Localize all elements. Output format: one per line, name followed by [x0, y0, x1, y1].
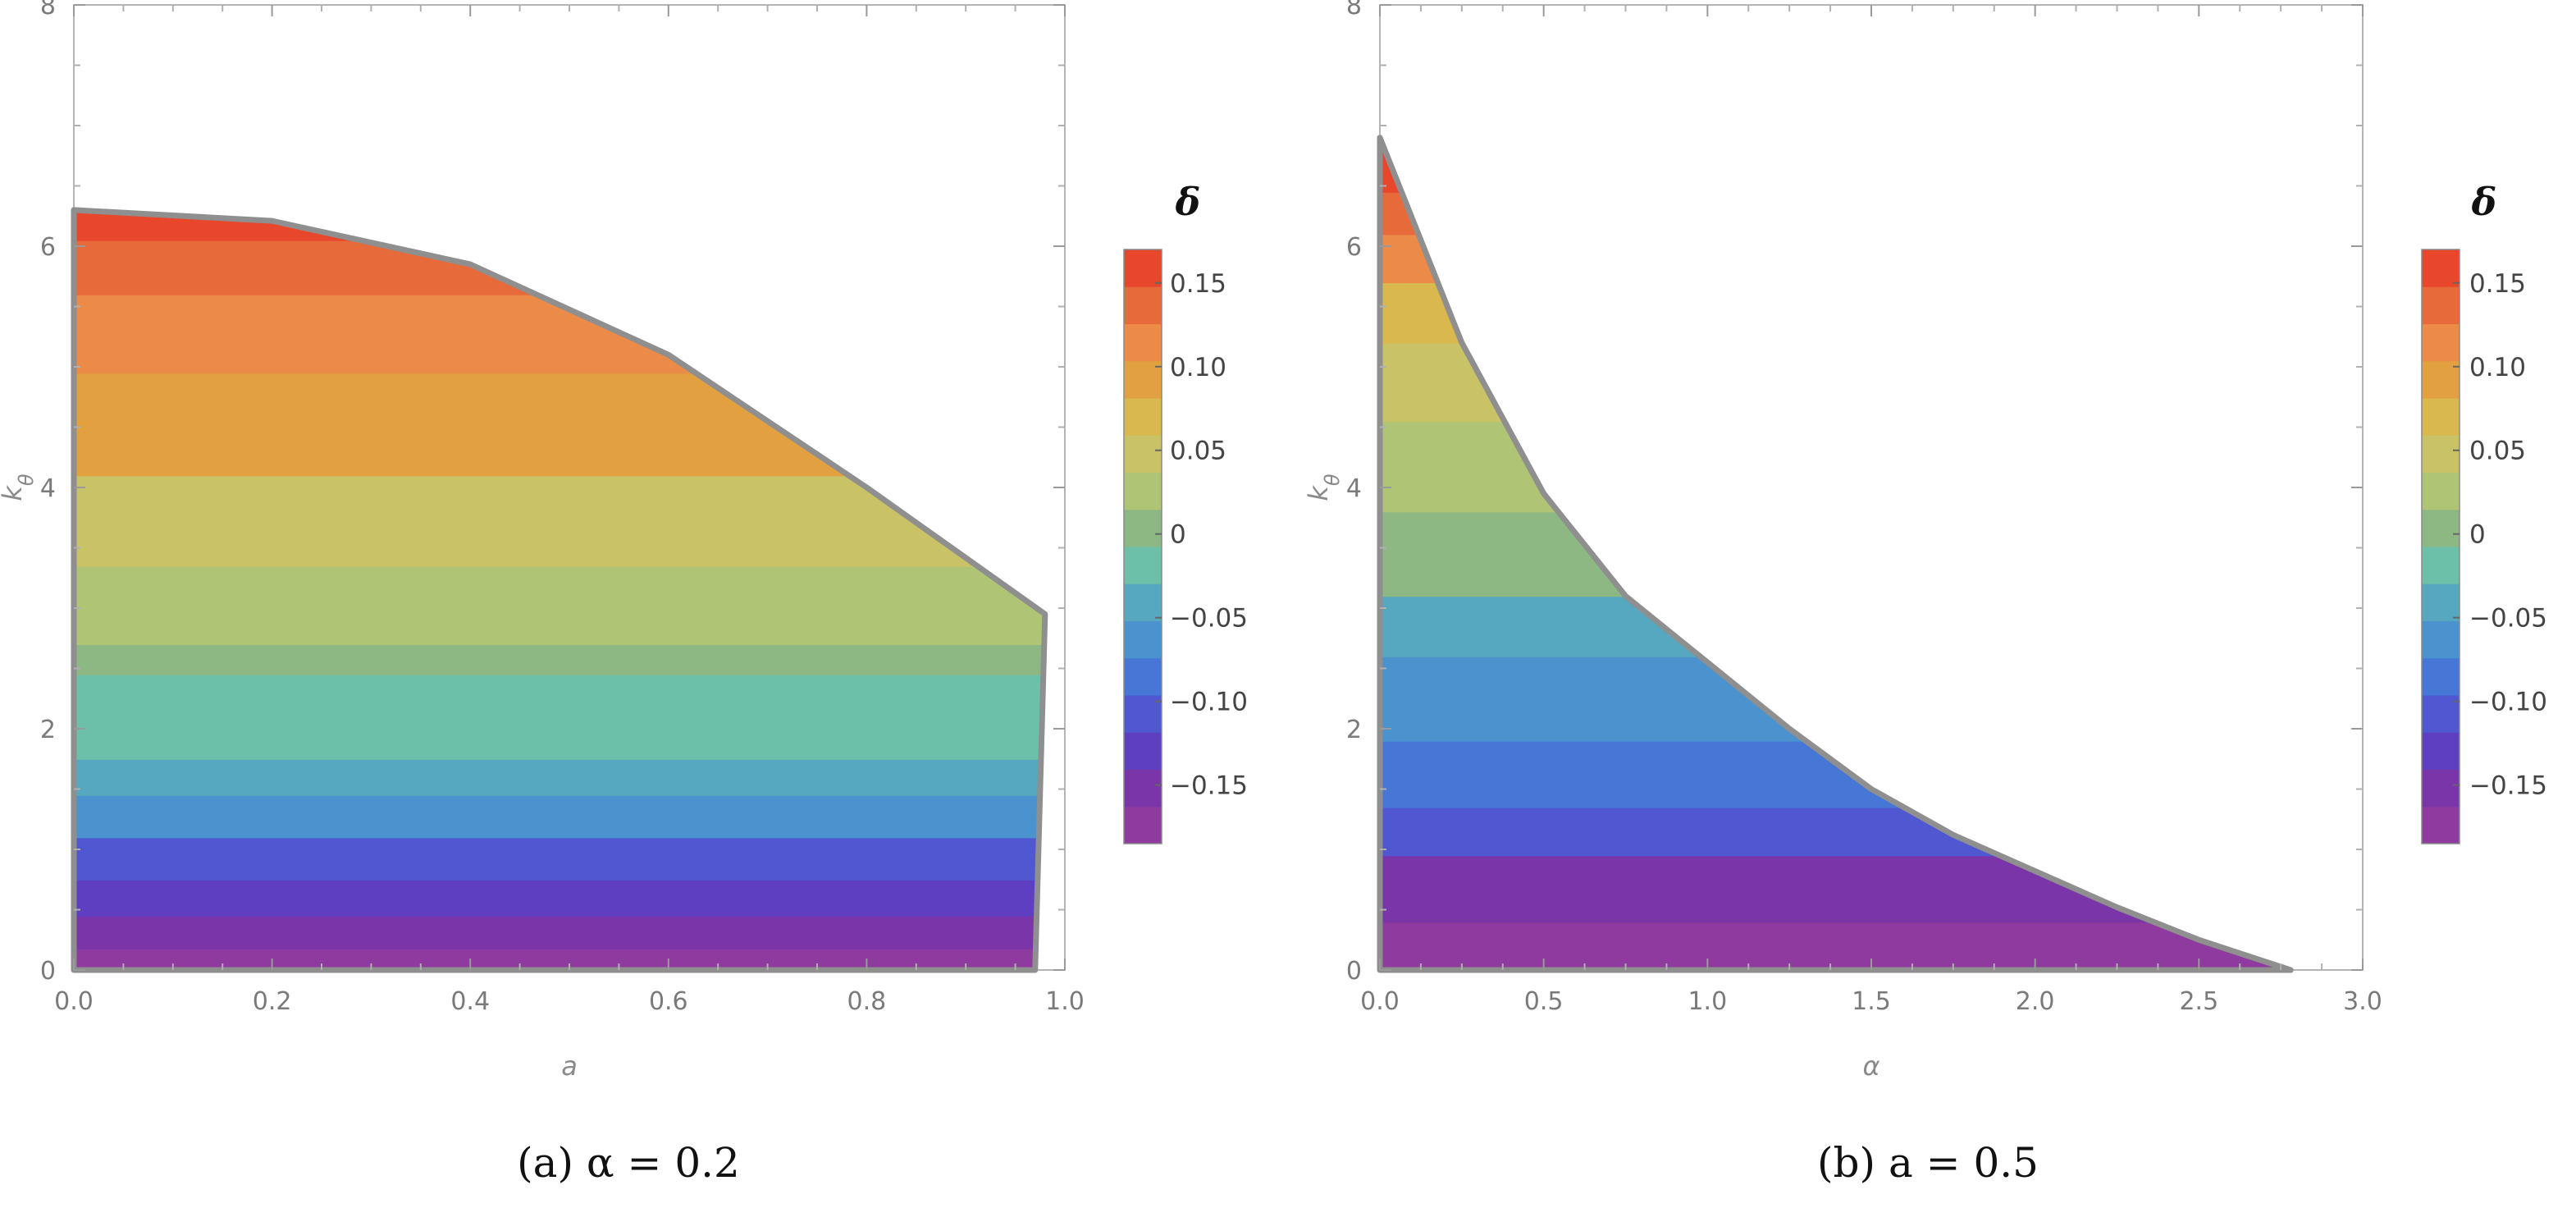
colorbar-segment [2422, 249, 2460, 287]
x-tick-label: 0.0 [54, 987, 94, 1016]
x-tick-label: 1.0 [1045, 987, 1085, 1016]
contour-band [74, 644, 1045, 675]
colorbar-tick-label: −0.10 [1170, 688, 1248, 717]
colorbar-segment [1124, 249, 1162, 287]
colorbar-segment [1124, 732, 1162, 770]
colorbar-frame [2421, 249, 2460, 844]
colorbar-tick-label: −0.15 [1170, 771, 1248, 801]
colorbar-tick-label: 0.15 [2469, 269, 2526, 299]
caption-b: (b) a = 0.5 [1817, 1139, 2039, 1187]
colorbar-title: δ [2471, 180, 2497, 224]
contour-band [74, 674, 1045, 760]
colorbar-tick-label: 0.05 [1170, 437, 1226, 466]
colorbar-frame [1123, 249, 1162, 844]
x-tick-label: 0.6 [649, 987, 688, 1016]
colorbar-tick-label: 0 [1170, 520, 1186, 550]
x-tick-label: 2.0 [2016, 987, 2055, 1016]
colorbar-segment [1124, 769, 1162, 808]
colorbar-tick-label: −0.05 [2469, 604, 2547, 634]
y-tick-label: 2 [40, 716, 56, 744]
colorbar-segment [1124, 398, 1162, 436]
y-tick-label: 4 [40, 474, 56, 503]
x-tick-label: 1.5 [1852, 987, 1891, 1016]
y-axis-label: kθ [0, 474, 38, 501]
colorbar-segment [2422, 657, 2460, 696]
colorbar-segment [2422, 732, 2460, 770]
colorbar-segment [1124, 547, 1162, 584]
colorbar-segment [2422, 323, 2460, 362]
x-tick-label: 0.0 [1360, 987, 1400, 1016]
y-tick-label: 2 [1346, 716, 1362, 744]
colorbar-tick-label: 0.10 [2469, 353, 2526, 382]
colorbar-tick-label: −0.05 [1170, 604, 1248, 634]
colorbar-segment [1124, 620, 1162, 659]
y-tick-label: 0 [1346, 957, 1362, 986]
contour-band [74, 879, 1045, 917]
colorbar-segment [1124, 286, 1162, 324]
colorbar-segment [1124, 509, 1162, 547]
colorbar-tick-label: 0.15 [1170, 269, 1226, 299]
colorbar-segment [2422, 806, 2460, 844]
colorbar-segment [1124, 323, 1162, 362]
colorbar-segment [2422, 769, 2460, 808]
contour-band [74, 948, 1045, 970]
colorbar-tick-label: −0.10 [2469, 688, 2547, 717]
contour-band [74, 794, 1045, 839]
contour-band [74, 758, 1045, 796]
x-tick-label: 0.4 [450, 987, 490, 1016]
x-tick-label: 0.2 [253, 987, 292, 1016]
colorbar-segment [1124, 583, 1162, 621]
colorbar-segment [2422, 509, 2460, 547]
colorbar-tick-label: 0.05 [2469, 437, 2526, 466]
colorbar-segment [2422, 547, 2460, 584]
colorbar-segment [2422, 472, 2460, 510]
colorbar-tick-label: 0.10 [1170, 353, 1226, 382]
colorbar-segment [1124, 657, 1162, 696]
colorbar-segment [2422, 583, 2460, 621]
x-axis-label: a [561, 1050, 578, 1082]
colorbar-segment [1124, 435, 1162, 473]
colorbar-title: δ [1175, 180, 1201, 224]
colorbar-segment [2422, 286, 2460, 324]
colorbar-segment [2422, 398, 2460, 436]
y-tick-label: 6 [40, 233, 56, 262]
y-tick-label: 4 [1346, 474, 1362, 503]
contour-band [74, 565, 1045, 646]
x-tick-label: 0.8 [847, 987, 887, 1016]
region-boundary [1377, 135, 2294, 973]
y-axis-label: kθ [1303, 474, 1344, 501]
colorbar-segment [2422, 620, 2460, 659]
colorbar-tick-label: −0.15 [2469, 771, 2547, 801]
x-tick-label: 3.0 [2343, 987, 2382, 1016]
colorbar-segment [1124, 806, 1162, 844]
y-tick-label: 8 [40, 0, 56, 21]
colorbar-segment [1124, 472, 1162, 510]
y-tick-label: 0 [40, 957, 56, 986]
region-boundary [71, 207, 1048, 973]
contour-band [74, 837, 1045, 881]
panel-b: 0.0 0.5 1.0 1.5 2.0 2.5 3.0 0 2 4 6 8 α kθ 0.15 0.10 0.0… [1303, 0, 2547, 1082]
x-tick-label: 1.0 [1688, 987, 1727, 1016]
panel-a: 0.0 0.2 0.4 0.6 0.8 1.0 0 2 4 6 8 a kθ 0.15 0.10 0.05 0 −… [0, 0, 1248, 1082]
x-tick-label: 2.5 [2179, 987, 2218, 1016]
y-tick-label: 8 [1346, 0, 1362, 21]
contour-band [74, 915, 1045, 949]
y-tick-label: 6 [1346, 233, 1362, 262]
colorbar-tick-label: 0 [2469, 520, 2486, 550]
colorbar-segment [2422, 435, 2460, 473]
x-axis-label: α [1862, 1050, 1879, 1082]
x-tick-label: 0.5 [1524, 987, 1564, 1016]
caption-a: (a) α = 0.2 [517, 1139, 740, 1187]
contour-band [1380, 922, 2291, 970]
